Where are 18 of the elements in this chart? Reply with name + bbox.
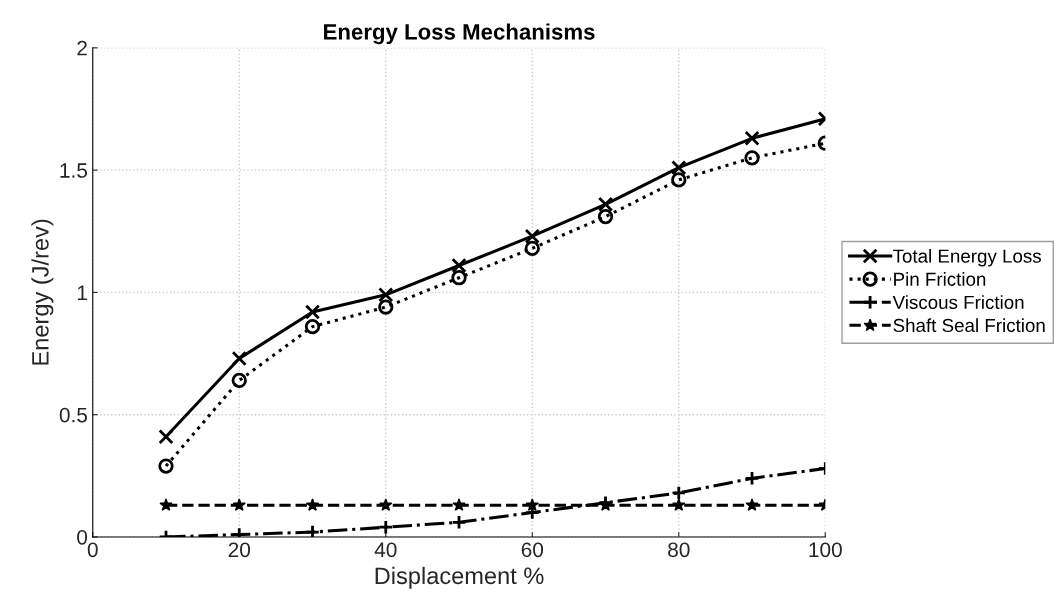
legend-label: Total Energy Loss <box>893 249 1041 267</box>
y-tick-label: 1 <box>77 285 87 300</box>
legend-label: Pin Friction <box>894 272 986 286</box>
y-tick-label: 0.5 <box>59 407 88 423</box>
x-tick-label: 0 <box>87 542 98 558</box>
chart-title: Energy Loss Mechanisms <box>324 23 595 45</box>
y-tick-label: 2 <box>77 40 87 56</box>
x-tick-label: 40 <box>374 542 397 558</box>
y-tick-label: 1.5 <box>60 163 88 178</box>
y-axis-title: Energy (J/rev) <box>31 219 54 365</box>
y-tick-label: 0 <box>77 529 88 545</box>
x-axis-title: Displacement % <box>375 566 544 589</box>
legend-label: Viscous Friction <box>892 295 1024 309</box>
x-tick-label: 80 <box>668 542 690 558</box>
x-tick-label: 60 <box>521 542 544 558</box>
x-tick-label: 100 <box>809 542 842 558</box>
x-tick-label: 20 <box>228 542 251 558</box>
legend-label: Shaft Seal Friction <box>893 318 1045 333</box>
